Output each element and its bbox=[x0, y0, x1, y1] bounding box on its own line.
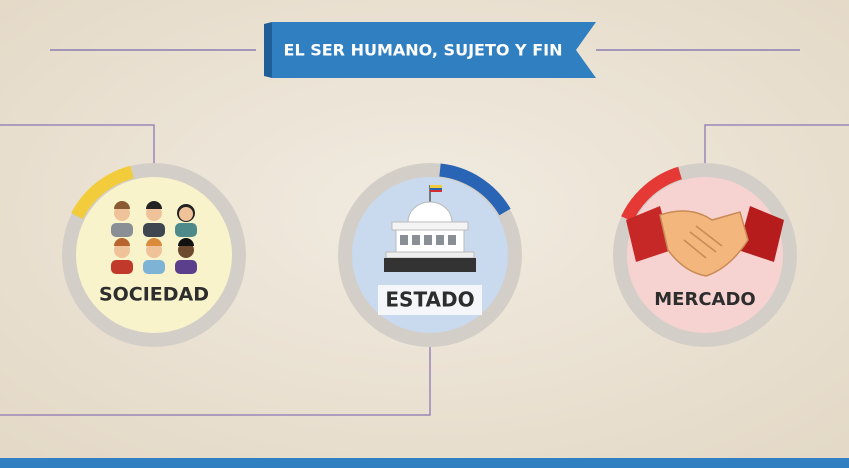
banner bbox=[272, 22, 596, 78]
footer-bar bbox=[0, 458, 849, 468]
node-label: MERCADO bbox=[654, 289, 755, 310]
node-estado: ESTADO bbox=[338, 163, 522, 347]
node-mercado: MERCADO bbox=[613, 163, 797, 347]
node-label: SOCIEDAD bbox=[99, 284, 209, 306]
accent-arc bbox=[71, 165, 134, 220]
node-sociedad: SOCIEDAD bbox=[62, 163, 246, 347]
people-icon bbox=[111, 201, 197, 274]
connector bbox=[0, 345, 431, 416]
connector bbox=[704, 124, 849, 165]
node-label: ESTADO bbox=[385, 288, 474, 312]
label-band bbox=[378, 285, 482, 315]
accent-arc bbox=[439, 163, 511, 216]
accent-arc bbox=[621, 166, 683, 222]
banner-fold bbox=[264, 22, 272, 78]
banner-title: EL SER HUMANO, SUJETO Y FIN bbox=[284, 41, 563, 60]
handshake-icon bbox=[626, 206, 784, 277]
building-icon bbox=[384, 185, 476, 272]
connector bbox=[0, 124, 155, 165]
